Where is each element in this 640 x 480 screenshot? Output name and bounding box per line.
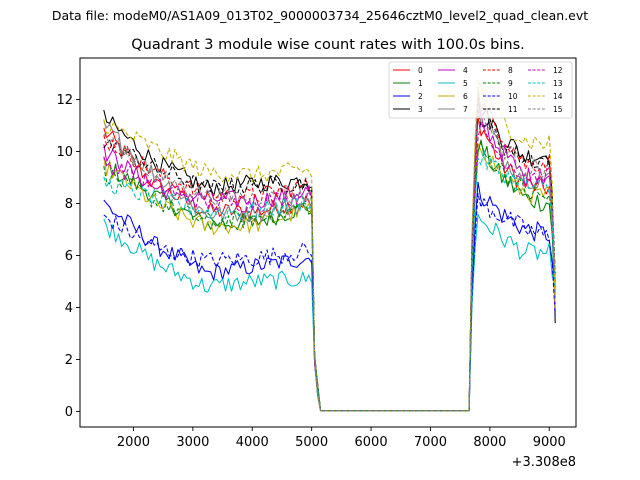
legend-label-2: 2 xyxy=(418,92,423,101)
chart-title: Quadrant 3 module wise count rates with … xyxy=(131,37,525,53)
x-tick-label: 6000 xyxy=(355,435,388,450)
legend-label-5: 5 xyxy=(463,79,468,88)
legend-label-15: 15 xyxy=(553,105,563,114)
x-tick-label: 9000 xyxy=(533,435,566,450)
legend-label-13: 13 xyxy=(553,79,563,88)
legend-label-7: 7 xyxy=(463,105,468,114)
x-tick-label: 5000 xyxy=(295,435,328,450)
legend-label-14: 14 xyxy=(553,92,563,101)
legend-label-0: 0 xyxy=(418,66,423,75)
x-tick-label: 2000 xyxy=(117,435,150,450)
legend-label-3: 3 xyxy=(418,105,423,114)
x-offset-label: +3.308e8 xyxy=(512,455,576,470)
y-tick-label: 0 xyxy=(65,405,73,420)
y-tick-label: 4 xyxy=(65,301,73,316)
x-tick-label: 4000 xyxy=(236,435,269,450)
series-line-12 xyxy=(103,122,556,412)
series-layer xyxy=(103,79,556,412)
y-tick-label: 10 xyxy=(56,145,73,160)
x-tick-label: 7000 xyxy=(414,435,447,450)
legend-label-10: 10 xyxy=(508,92,518,101)
axes-layer: 2000 3000 4000 5000 6000 7000 8000 9000 0 2 4 6 8 10 1… xyxy=(56,93,565,450)
plot-frame xyxy=(79,57,577,428)
series-line-13 xyxy=(103,149,556,412)
y-tick-label: 8 xyxy=(65,197,73,212)
series-line-10 xyxy=(103,192,556,412)
x-tick-label: 3000 xyxy=(176,435,209,450)
legend-label-8: 8 xyxy=(508,66,513,75)
y-tick-label: 2 xyxy=(65,353,73,368)
y-tick-label: 6 xyxy=(65,249,73,264)
y-tick-label: 12 xyxy=(56,93,73,108)
legend-label-9: 9 xyxy=(508,79,513,88)
x-tick-label: 8000 xyxy=(473,435,506,450)
legend-label-6: 6 xyxy=(463,92,468,101)
legend-label-12: 12 xyxy=(553,66,563,75)
legend-label-1: 1 xyxy=(418,79,423,88)
legend-frame xyxy=(388,61,573,119)
legend-label-4: 4 xyxy=(463,66,468,75)
legend-label-11: 11 xyxy=(508,105,518,114)
suptitle: Data file: modeM0/AS1A09_013T02_90000037… xyxy=(52,8,588,23)
